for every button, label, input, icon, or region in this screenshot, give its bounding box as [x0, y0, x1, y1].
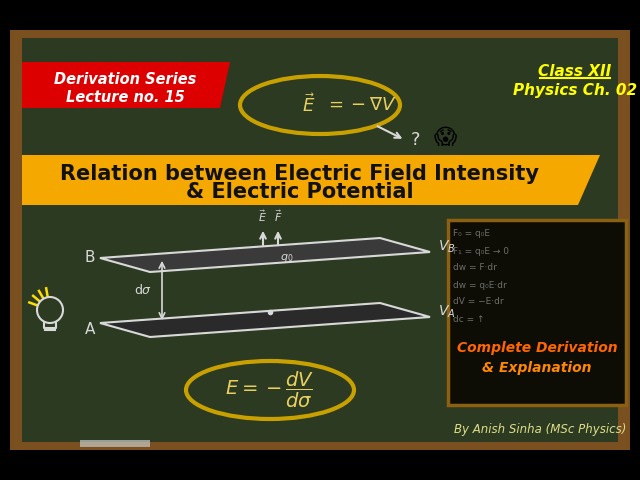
Text: $E = -\dfrac{dV}{d\sigma}$: $E = -\dfrac{dV}{d\sigma}$	[225, 370, 314, 410]
Text: $V_B$: $V_B$	[438, 239, 456, 255]
Text: Complete Derivation: Complete Derivation	[457, 341, 618, 355]
Text: & Explanation: & Explanation	[483, 361, 592, 375]
Text: dw = F·dr: dw = F·dr	[453, 264, 497, 273]
Bar	[0, 450, 640, 480]
Text: Physics Ch. 02: Physics Ch. 02	[513, 83, 637, 97]
Polygon shape	[100, 303, 430, 337]
Text: $q_0$: $q_0$	[280, 252, 293, 264]
Text: Relation between Electric Field Intensity: Relation between Electric Field Intensit…	[61, 164, 540, 184]
Bar	[10, 30, 630, 450]
Text: ?: ?	[410, 131, 420, 149]
Text: d$\sigma$: d$\sigma$	[134, 283, 152, 297]
Text: Derivation Series: Derivation Series	[54, 72, 196, 87]
Text: 😱: 😱	[433, 128, 456, 148]
Text: dV = −E·dr: dV = −E·dr	[453, 298, 504, 307]
Text: $V_A$: $V_A$	[438, 304, 456, 320]
Text: Class XII: Class XII	[538, 64, 612, 80]
Text: dc = ↑: dc = ↑	[453, 314, 484, 324]
Bar	[22, 38, 618, 442]
Text: F₁ = q₀E → 0: F₁ = q₀E → 0	[453, 247, 509, 255]
Text: & Electric Potential: & Electric Potential	[186, 182, 414, 202]
Text: $\vec{F}$: $\vec{F}$	[274, 208, 282, 224]
Polygon shape	[22, 155, 600, 205]
Bar	[0, 0, 640, 30]
Text: $\vec{E}$: $\vec{E}$	[259, 208, 268, 224]
Text: $= -\nabla V$: $= -\nabla V$	[325, 96, 397, 114]
Polygon shape	[22, 62, 230, 108]
Text: dw = q₀E·dr: dw = q₀E·dr	[453, 280, 507, 289]
Text: Lecture no. 15: Lecture no. 15	[66, 89, 184, 105]
Text: $\vec{E}$: $\vec{E}$	[301, 94, 315, 117]
Text: B: B	[84, 251, 95, 265]
Text: A: A	[84, 323, 95, 337]
Text: F₀ = q₀E: F₀ = q₀E	[453, 229, 490, 239]
Bar	[448, 220, 626, 405]
Bar	[80, 440, 150, 447]
Text: By Anish Sinha (MSc Physics): By Anish Sinha (MSc Physics)	[454, 423, 626, 436]
Polygon shape	[100, 238, 430, 272]
